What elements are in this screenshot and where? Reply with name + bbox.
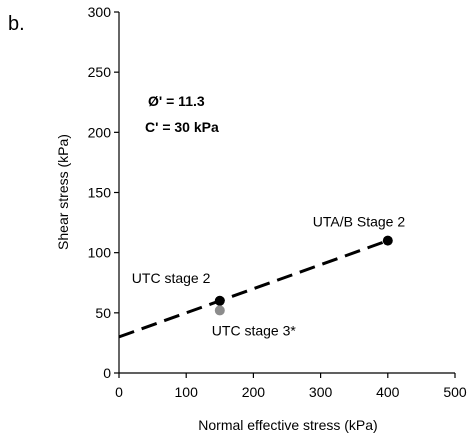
y-tick-label: 0 bbox=[103, 365, 111, 381]
x-tick-label: 0 bbox=[115, 384, 123, 400]
y-tick-label: 100 bbox=[88, 245, 112, 261]
x-axis-title: Normal effective stress (kPa) bbox=[198, 417, 377, 433]
y-tick-label: 150 bbox=[88, 185, 112, 201]
annotation-cohesion: C' = 30 kPa bbox=[145, 119, 219, 135]
x-tick-label: 100 bbox=[175, 384, 199, 400]
x-axis-ticks: 0 100 200 300 400 500 bbox=[115, 373, 467, 400]
y-axis-ticks: 0 50 100 150 200 250 300 bbox=[88, 4, 119, 381]
data-point bbox=[214, 295, 225, 306]
panel-label: b. bbox=[8, 13, 25, 35]
y-tick-label: 250 bbox=[88, 64, 112, 80]
x-tick-label: 500 bbox=[443, 384, 467, 400]
y-axis-title: Shear stress (kPa) bbox=[55, 134, 71, 250]
data-point-label: UTC stage 2 bbox=[132, 270, 211, 286]
data-point bbox=[382, 235, 393, 246]
data-points: UTC stage 2 UTC stage 3* UTA/B Stage 2 bbox=[132, 214, 406, 339]
data-point-label: UTC stage 3* bbox=[212, 322, 297, 338]
data-point bbox=[214, 305, 225, 316]
y-tick-label: 200 bbox=[88, 124, 112, 140]
annotation-phi: Ø' = 11.3 bbox=[148, 93, 205, 109]
x-tick-label: 300 bbox=[309, 384, 333, 400]
x-tick-label: 200 bbox=[242, 384, 266, 400]
y-tick-label: 50 bbox=[95, 305, 111, 321]
data-point-label: UTA/B Stage 2 bbox=[313, 214, 406, 230]
x-tick-label: 400 bbox=[376, 384, 400, 400]
y-tick-label: 300 bbox=[88, 4, 112, 20]
